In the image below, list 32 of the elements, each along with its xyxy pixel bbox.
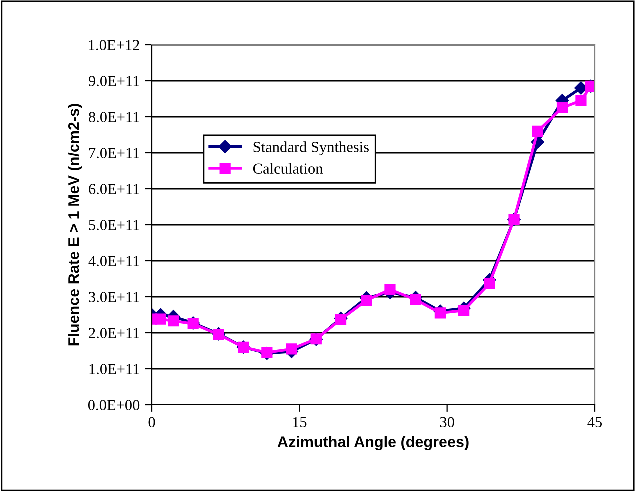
point xyxy=(155,314,166,325)
legend-label: Standard Synthesis xyxy=(254,142,369,156)
legend-label: Calculation xyxy=(253,163,324,174)
y-tick-label: 1.0E+11 xyxy=(90,364,140,375)
x-tick-label: 0 xyxy=(148,417,156,428)
point xyxy=(434,308,446,319)
point xyxy=(384,284,396,296)
point xyxy=(576,95,587,106)
x-axis-title: Azimuthal Angle (degrees) xyxy=(278,436,469,451)
point xyxy=(168,316,180,327)
point xyxy=(361,295,372,306)
y-tick-label: 9.0E+11 xyxy=(88,76,140,87)
point xyxy=(458,305,470,316)
x-tick-label: 30 xyxy=(440,417,454,428)
y-tick-label: 2.0E+11 xyxy=(89,328,140,339)
y-tick-label: 5.0E+11 xyxy=(89,220,140,231)
point xyxy=(484,278,496,290)
y-tick-label: 3.0E+11 xyxy=(89,292,140,303)
point xyxy=(335,314,347,326)
y-tick-label: 0.0E+00 xyxy=(88,400,140,411)
y-tick-label: 7.0E+11 xyxy=(89,148,140,159)
x-tick-label: 45 xyxy=(588,417,602,428)
point xyxy=(532,126,544,137)
y-tick-label: 1.0E+12 xyxy=(89,40,140,51)
y-tick-label: 8.0E+11 xyxy=(89,112,140,123)
y-tick-label: 4.0E+11 xyxy=(88,256,140,267)
point xyxy=(556,102,568,114)
point xyxy=(286,344,298,355)
x-tick-label: 15 xyxy=(293,417,307,428)
point xyxy=(410,294,422,306)
y-tick-label: 6.0E+11 xyxy=(89,184,140,195)
y-axis-title: Fluence Rate E > 1 MeV (n/cm2-s) xyxy=(68,104,82,346)
